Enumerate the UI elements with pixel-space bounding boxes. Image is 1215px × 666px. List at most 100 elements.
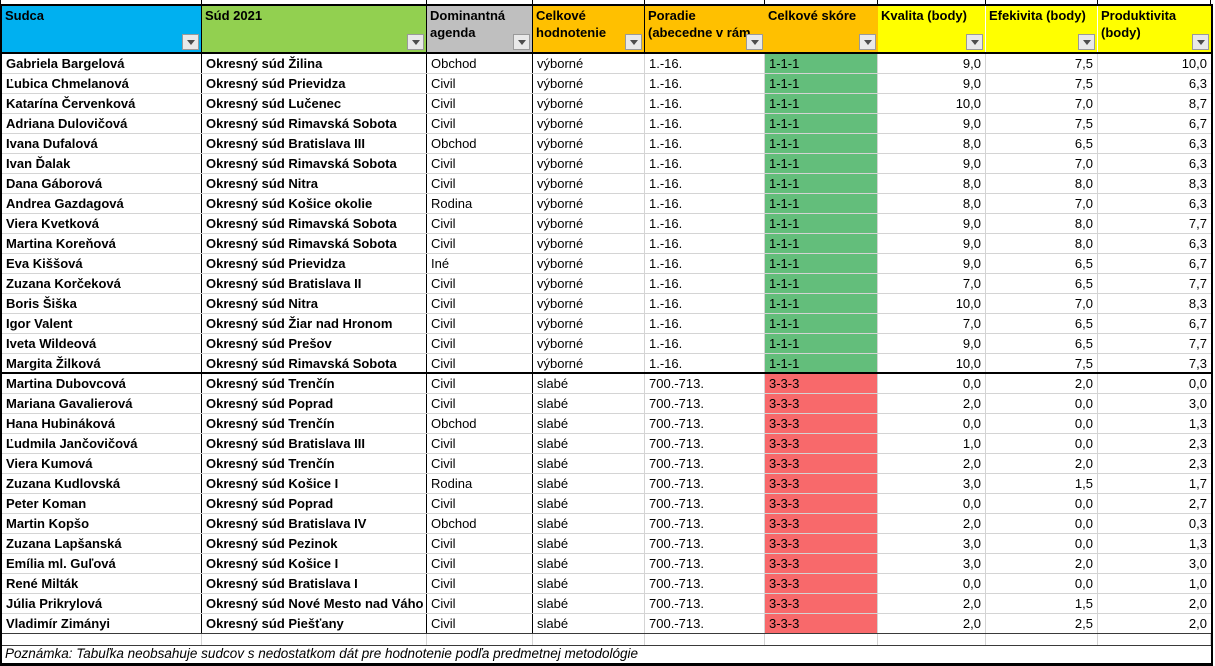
cell-hodnotenie[interactable]: slabé [533, 514, 645, 533]
cell-agenda[interactable]: Civil [427, 114, 533, 133]
cell-poradie[interactable]: 700.-713. [645, 374, 765, 393]
cell-produktivita[interactable]: 7,7 [1188, 276, 1207, 291]
empty-cell[interactable] [202, 634, 427, 645]
cell-hodnotenie[interactable]: výborné [533, 54, 645, 73]
cell-poradie[interactable]: 1.-16. [645, 254, 765, 273]
cell-produktivita[interactable]: 6,3 [1188, 156, 1207, 171]
cell-sud[interactable]: Okresný súd Rimavská Sobota [202, 354, 427, 372]
filter-dropdown-button-sud[interactable] [407, 34, 424, 50]
cell-agenda[interactable]: Iné [427, 254, 533, 273]
cell-efekivita[interactable]: 0,0 [986, 534, 1098, 553]
cell-kvalita[interactable]: 9,0 [878, 234, 986, 253]
cell-agenda[interactable]: Civil [427, 614, 533, 633]
cell-skore[interactable]: 3-3-3 [765, 454, 878, 473]
cell-kvalita[interactable]: 3,0 [878, 554, 986, 573]
cell-hodnotenie[interactable]: slabé [533, 414, 645, 433]
cell-kvalita[interactable]: 3,0 [878, 474, 986, 493]
cell-agenda[interactable]: Civil [427, 554, 533, 573]
cell-hodnotenie[interactable]: výborné [533, 94, 645, 113]
cell-poradie[interactable]: 700.-713. [645, 474, 765, 493]
cell-efekivita[interactable]: 7,5 [986, 54, 1098, 73]
cell-sudca[interactable]: René Milták [2, 574, 202, 593]
cell-efekivita[interactable]: 0,0 [986, 574, 1098, 593]
cell-poradie[interactable]: 1.-16. [645, 294, 765, 313]
cell-produktivita[interactable]: 0,3 [1188, 516, 1207, 531]
cell-skore[interactable]: 1-1-1 [765, 54, 878, 73]
cell-hodnotenie[interactable]: slabé [533, 574, 645, 593]
cell-kvalita[interactable]: 2,0 [878, 454, 986, 473]
cell-efekivita[interactable]: 6,5 [986, 134, 1098, 153]
cell-efekivita[interactable]: 7,0 [986, 194, 1098, 213]
cell-sudca[interactable]: Viera Kumová [2, 454, 202, 473]
cell-poradie[interactable]: 700.-713. [645, 494, 765, 513]
empty-cell[interactable] [765, 634, 878, 645]
cell-hodnotenie[interactable]: slabé [533, 594, 645, 613]
cell-hodnotenie[interactable]: slabé [533, 434, 645, 453]
cell-efekivita[interactable]: 0,0 [986, 494, 1098, 513]
cell-sudca[interactable]: Zuzana Korčeková [2, 274, 202, 293]
cell-poradie[interactable]: 1.-16. [645, 74, 765, 93]
cell-efekivita[interactable]: 6,5 [986, 274, 1098, 293]
empty-cell[interactable] [986, 634, 1098, 645]
cell-efekivita[interactable]: 0,0 [986, 434, 1098, 453]
filter-dropdown-button-skore[interactable] [859, 34, 876, 50]
cell-produktivita[interactable]: 2,3 [1188, 456, 1207, 471]
cell-hodnotenie[interactable]: výborné [533, 134, 645, 153]
cell-efekivita[interactable]: 7,5 [986, 74, 1098, 93]
cell-poradie[interactable]: 1.-16. [645, 94, 765, 113]
cell-kvalita[interactable]: 9,0 [878, 54, 986, 73]
cell-agenda[interactable]: Civil [427, 174, 533, 193]
cell-agenda[interactable]: Civil [427, 394, 533, 413]
cell-kvalita[interactable]: 7,0 [878, 274, 986, 293]
cell-produktivita[interactable]: 1,3 [1188, 416, 1207, 431]
cell-skore[interactable]: 3-3-3 [765, 474, 878, 493]
cell-kvalita[interactable]: 9,0 [878, 154, 986, 173]
cell-skore[interactable]: 3-3-3 [765, 374, 878, 393]
cell-sud[interactable]: Okresný súd Rimavská Sobota [202, 234, 427, 253]
cell-efekivita[interactable]: 8,0 [986, 174, 1098, 193]
cell-poradie[interactable]: 700.-713. [645, 394, 765, 413]
empty-cell[interactable] [2, 634, 202, 645]
cell-kvalita[interactable]: 10,0 [878, 354, 986, 372]
cell-sudca[interactable]: Viera Kvetková [2, 214, 202, 233]
cell-skore[interactable]: 3-3-3 [765, 394, 878, 413]
cell-hodnotenie[interactable]: výborné [533, 194, 645, 213]
cell-skore[interactable]: 3-3-3 [765, 614, 878, 633]
cell-skore[interactable]: 1-1-1 [765, 194, 878, 213]
cell-sudca[interactable]: Júlia Prikrylová [2, 594, 202, 613]
empty-cell[interactable] [1098, 634, 1211, 645]
cell-sud[interactable]: Okresný súd Bratislava III [202, 434, 427, 453]
filter-dropdown-button-sudca[interactable] [182, 34, 199, 50]
cell-agenda[interactable]: Civil [427, 154, 533, 173]
cell-sudca[interactable]: Eva Kiššová [2, 254, 202, 273]
cell-hodnotenie[interactable]: výborné [533, 334, 645, 353]
cell-kvalita[interactable]: 3,0 [878, 534, 986, 553]
cell-sud[interactable]: Okresný súd Prievidza [202, 254, 427, 273]
cell-agenda[interactable]: Civil [427, 94, 533, 113]
cell-sud[interactable]: Okresný súd Trenčín [202, 414, 427, 433]
cell-sudca[interactable]: Iveta Wildeová [2, 334, 202, 353]
cell-sudca[interactable]: Zuzana Kudlovská [2, 474, 202, 493]
cell-kvalita[interactable]: 0,0 [878, 414, 986, 433]
cell-hodnotenie[interactable]: výborné [533, 234, 645, 253]
cell-efekivita[interactable]: 0,0 [986, 414, 1098, 433]
filter-dropdown-button-poradie[interactable] [746, 34, 763, 50]
cell-poradie[interactable]: 700.-713. [645, 574, 765, 593]
cell-kvalita[interactable]: 9,0 [878, 254, 986, 273]
cell-sud[interactable]: Okresný súd Nové Mesto nad Váho [202, 594, 427, 613]
cell-kvalita[interactable]: 7,0 [878, 314, 986, 333]
cell-produktivita[interactable]: 3,0 [1188, 396, 1207, 411]
cell-kvalita[interactable]: 8,0 [878, 134, 986, 153]
cell-hodnotenie[interactable]: slabé [533, 394, 645, 413]
cell-produktivita[interactable]: 1,3 [1188, 536, 1207, 551]
cell-produktivita[interactable]: 7,7 [1188, 336, 1207, 351]
cell-poradie[interactable]: 700.-713. [645, 414, 765, 433]
cell-sudca[interactable]: Martin Kopšo [2, 514, 202, 533]
cell-agenda[interactable]: Civil [427, 454, 533, 473]
cell-poradie[interactable]: 700.-713. [645, 514, 765, 533]
cell-produktivita[interactable]: 10,0 [1181, 56, 1207, 71]
cell-skore[interactable]: 3-3-3 [765, 554, 878, 573]
cell-kvalita[interactable]: 10,0 [878, 94, 986, 113]
cell-skore[interactable]: 1-1-1 [765, 294, 878, 313]
cell-poradie[interactable]: 700.-713. [645, 614, 765, 633]
